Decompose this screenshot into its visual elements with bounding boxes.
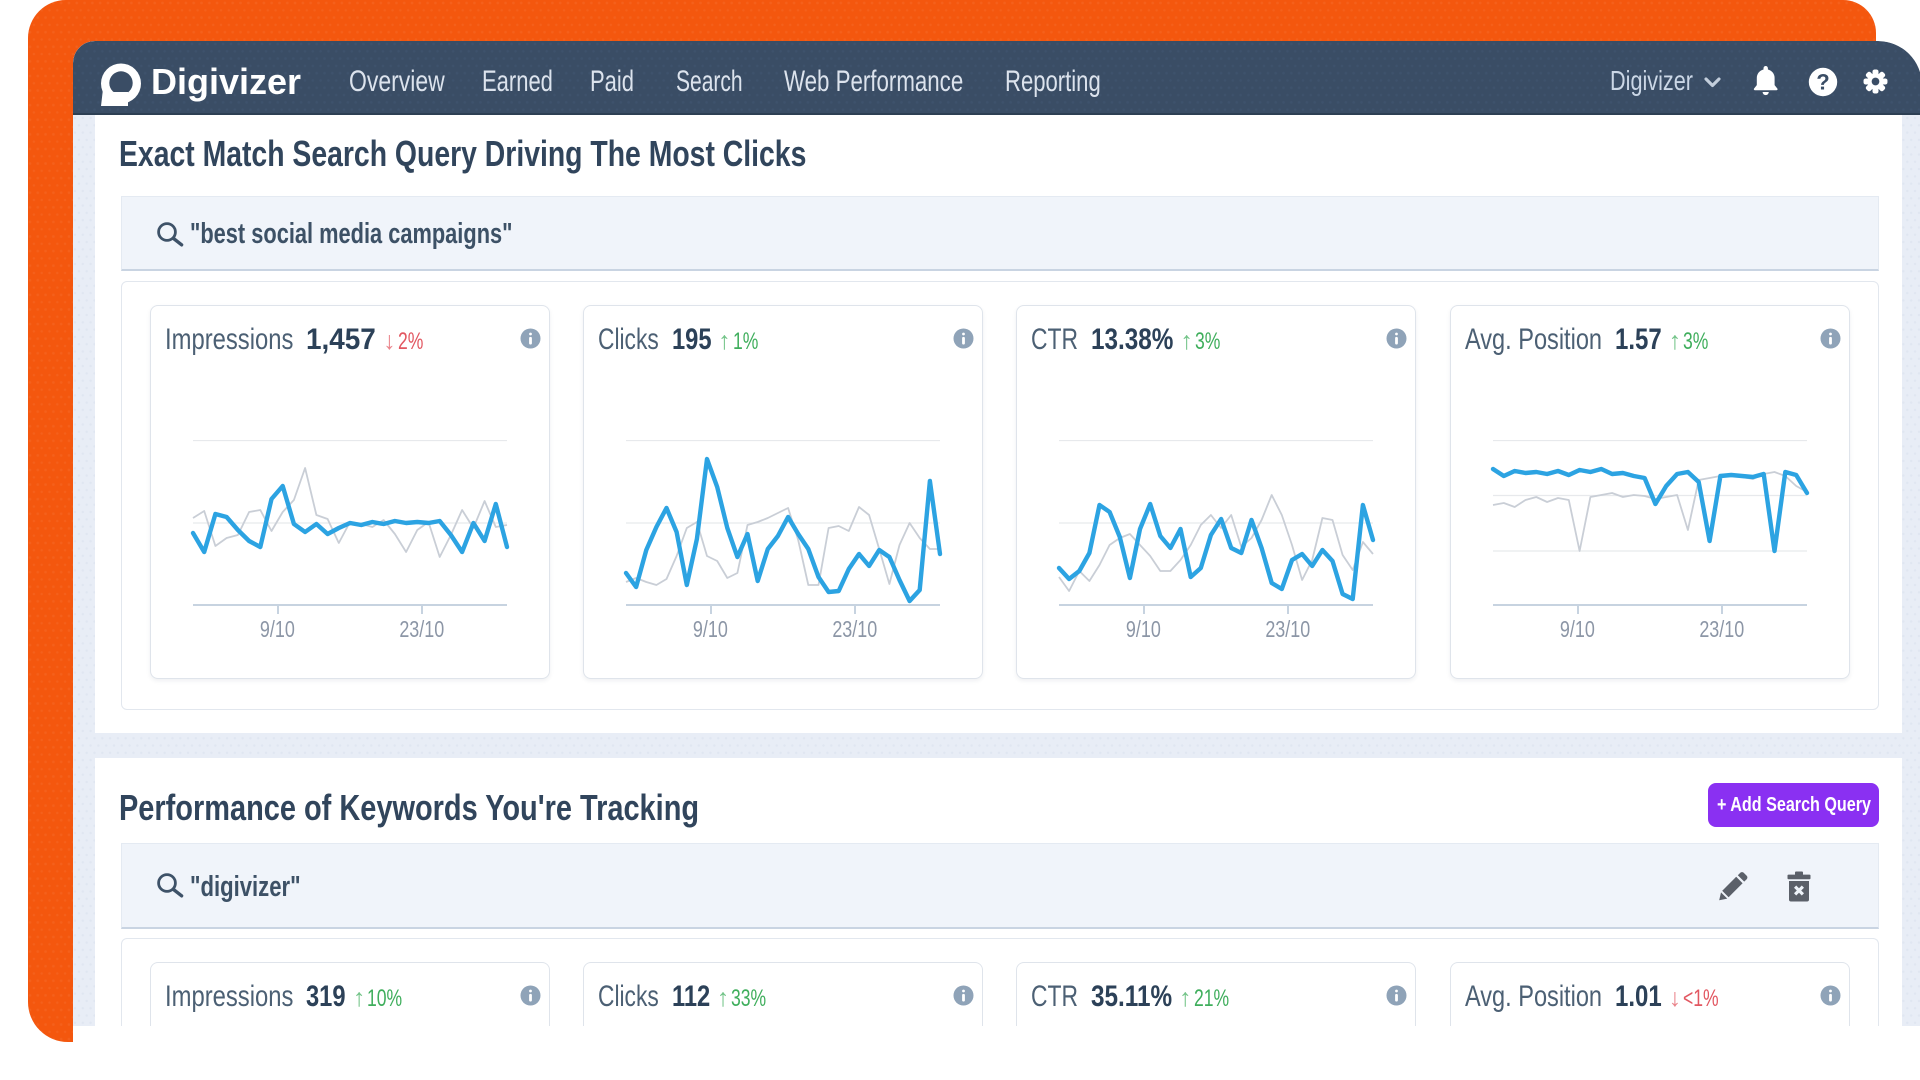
svg-text:?: ? xyxy=(1816,70,1829,95)
